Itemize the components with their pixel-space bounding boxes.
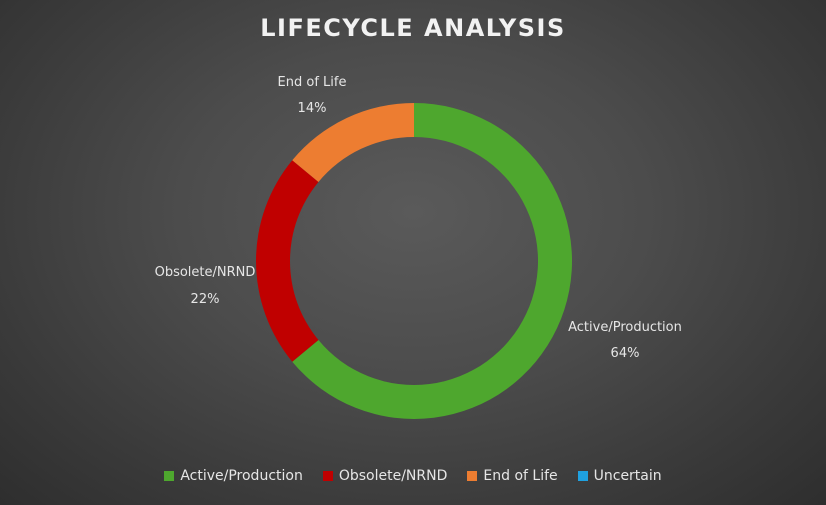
legend-label-active-production: Active/Production bbox=[180, 468, 303, 484]
legend-swatch-active-production bbox=[164, 471, 175, 481]
data-label-category-active-production: Active/Production bbox=[568, 320, 682, 335]
slice-end-of-life[interactable] bbox=[292, 103, 414, 182]
chart-legend: Active/Production Obsolete/NRND End of Lif… bbox=[0, 468, 826, 484]
data-label-value-end-of-life: 14% bbox=[298, 101, 327, 116]
legend-item-end-of-life[interactable]: End of Life bbox=[467, 468, 558, 484]
legend-swatch-end-of-life bbox=[467, 471, 478, 481]
legend-label-uncertain: Uncertain bbox=[593, 468, 662, 484]
legend-label-obsolete-nrnd: Obsolete/NRND bbox=[338, 468, 448, 484]
slice-obsolete-nrnd[interactable] bbox=[256, 160, 319, 362]
chart-title: LIFECYCLE ANALYSIS bbox=[260, 14, 566, 42]
data-label-category-end-of-life: End of Life bbox=[278, 75, 347, 90]
legend-swatch-obsolete-nrnd bbox=[322, 471, 333, 481]
legend-item-active-production[interactable]: Active/Production bbox=[164, 468, 303, 484]
data-label-category-obsolete-nrnd: Obsolete/NRND bbox=[155, 265, 256, 280]
legend-label-end-of-life: End of Life bbox=[483, 468, 558, 484]
data-label-value-active-production: 64% bbox=[611, 346, 640, 361]
slice-active-production[interactable] bbox=[292, 103, 573, 420]
legend-item-obsolete-nrnd[interactable]: Obsolete/NRND bbox=[322, 468, 448, 484]
legend-swatch-uncertain bbox=[577, 471, 588, 481]
legend-item-uncertain[interactable]: Uncertain bbox=[577, 468, 662, 484]
data-label-value-obsolete-nrnd: 22% bbox=[191, 292, 220, 307]
